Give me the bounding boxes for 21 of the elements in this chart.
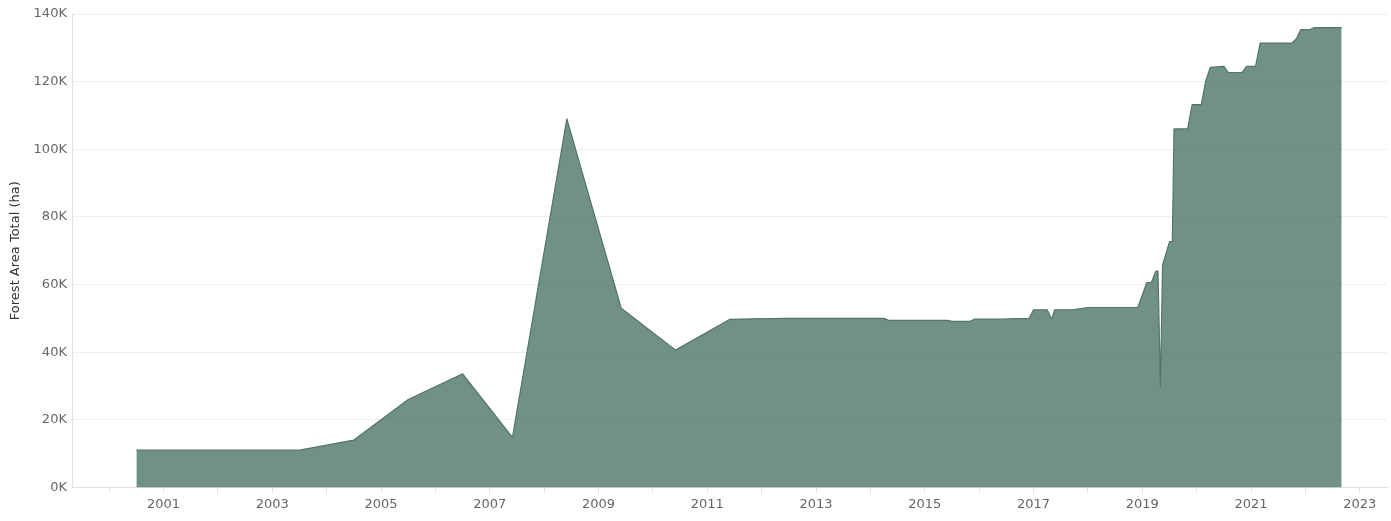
- y-tick-label: 0K: [50, 478, 68, 494]
- x-tick-label: 2015: [908, 495, 942, 511]
- y-tick-label: 60K: [41, 275, 68, 291]
- x-tick-label: 2019: [1125, 495, 1159, 511]
- x-tick-label: 2003: [255, 495, 289, 511]
- x-tick-label: 2013: [799, 495, 833, 511]
- y-tick-label: 100K: [33, 140, 68, 156]
- x-tick-label: 2009: [582, 495, 616, 511]
- x-tick-label: 2007: [473, 495, 507, 511]
- y-tick-label: 80K: [41, 208, 68, 224]
- x-tick-label: 2001: [147, 495, 181, 511]
- x-tick-label: 2021: [1234, 495, 1268, 511]
- y-tick-label: 120K: [33, 73, 68, 88]
- y-tick-label: 20K: [41, 411, 68, 427]
- x-tick-label: 2017: [1017, 495, 1051, 511]
- y-tick-label: 140K: [33, 5, 68, 21]
- y-axis-title: Forest Area Total (ha): [7, 181, 23, 321]
- x-tick-label: 2023: [1343, 495, 1377, 511]
- y-tick-label: 40K: [41, 343, 68, 359]
- x-tick-label: 2011: [690, 495, 724, 511]
- x-tick-label: 2005: [364, 495, 398, 511]
